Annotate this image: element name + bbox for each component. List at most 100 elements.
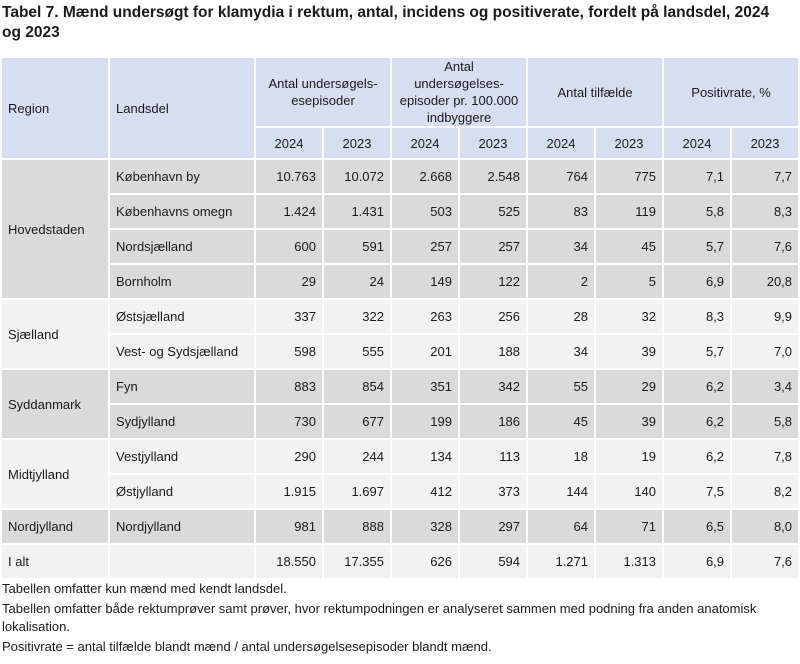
value-cell: 525 [460,195,527,228]
value-cell: 256 [460,300,527,333]
value-cell: 337 [256,300,322,333]
total-value-cell: 1.271 [528,545,595,578]
value-cell: 6,2 [664,405,731,438]
value-cell: 775 [596,160,663,193]
total-value-cell: 7,6 [732,545,799,578]
landsdel-cell: Sydjylland [110,405,254,438]
value-cell: 3,4 [732,370,799,403]
table-row: Sjælland Østsjælland 337 322 263 256 28 32 8,3 9,… [2,300,799,368]
header-year: 2024 [392,128,458,158]
value-cell: 55 [528,370,595,403]
total-value-cell: 626 [392,545,458,578]
landsdel-cell: Vest- og Sydsjælland [110,335,254,368]
value-cell: 290 [256,440,322,473]
total-value-cell: 6,9 [664,545,731,578]
header-year: 2023 [732,128,799,158]
value-cell: 555 [324,335,390,368]
header-group: Antal undersøgelses-episoder pr. 100.000… [392,58,527,126]
value-cell: 7,8 [732,440,799,473]
total-label: I alt [2,545,108,578]
header-year: 2023 [324,128,390,158]
total-value-cell: 17.355 [324,545,390,578]
value-cell: 113 [460,440,527,473]
value-cell: 29 [256,265,322,298]
value-cell: 600 [256,230,322,263]
value-cell: 5,8 [732,405,799,438]
value-cell: 1.431 [324,195,390,228]
value-cell: 981 [256,510,322,543]
value-cell: 5,7 [664,335,731,368]
table-row: Københavns omegn 1.424 1.431 503 525 83 119 5,8… [2,195,799,228]
note-1: Tabellen omfatter kun mænd med kendt lan… [2,581,287,596]
value-cell: 5 [596,265,663,298]
value-cell: 10.763 [256,160,322,193]
value-cell: 257 [460,230,527,263]
value-cell: 149 [392,265,458,298]
note-2: Tabellen omfatter både rektumprøver samt… [2,601,757,634]
value-cell: 64 [528,510,595,543]
total-value-cell: 18.550 [256,545,322,578]
table-row: Østjylland 1.915 1.697 412 373 144 140 7,5 8,2 [2,475,799,508]
value-cell: 412 [392,475,458,508]
value-cell: 45 [596,230,663,263]
value-cell: 328 [392,510,458,543]
header-group: Antal tilfælde [528,58,663,126]
region-cell: Nordjylland [2,510,108,543]
value-cell: 186 [460,405,527,438]
value-cell: 7,5 [664,475,731,508]
value-cell: 6,5 [664,510,731,543]
table-row: Vest- og Sydsjælland 598 555 201 188 34 39 5,7 7… [2,335,799,368]
value-cell: 1.424 [256,195,322,228]
value-cell: 34 [528,335,595,368]
value-cell: 140 [596,475,663,508]
landsdel-cell: Vestjylland [110,440,254,473]
header-group: Antal undersøgels-esepisoder [256,58,390,126]
value-cell: 19 [596,440,663,473]
table-row: Hovedstaden København by 10.763 10.072 2.668… [2,160,799,298]
value-cell: 119 [596,195,663,228]
value-cell: 39 [596,405,663,438]
value-cell: 144 [528,475,595,508]
value-cell: 134 [392,440,458,473]
value-cell: 7,0 [732,335,799,368]
value-cell: 764 [528,160,595,193]
region-cell: Sjælland [2,300,108,368]
value-cell: 18 [528,440,595,473]
value-cell: 29 [596,370,663,403]
value-cell: 45 [528,405,595,438]
value-cell: 373 [460,475,527,508]
header-group: Positivrate, % [664,58,799,126]
value-cell: 730 [256,405,322,438]
value-cell: 854 [324,370,390,403]
header-year: 2024 [256,128,322,158]
value-cell: 297 [460,510,527,543]
landsdel-cell: København by [110,160,254,193]
landsdel-cell: Bornholm [110,265,254,298]
value-cell: 7,6 [732,230,799,263]
header-landsdel: Landsdel [110,58,254,158]
total-value-cell: 594 [460,545,527,578]
total-empty-cell [110,545,254,578]
region-cell: Syddanmark [2,370,108,438]
table-title: Tabel 7. Mænd undersøgt for klamydia i r… [2,4,770,41]
header-year: 2023 [460,128,527,158]
landsdel-cell: Nordsjælland [110,230,254,263]
value-cell: 351 [392,370,458,403]
table-row: Nordsjælland 600 591 257 257 34 45 5,7 7,6 [2,230,799,263]
value-cell: 199 [392,405,458,438]
value-cell: 8,3 [664,300,731,333]
value-cell: 122 [460,265,527,298]
value-cell: 263 [392,300,458,333]
value-cell: 10.072 [324,160,390,193]
value-cell: 32 [596,300,663,333]
landsdel-cell: Københavns omegn [110,195,254,228]
region-cell: Midtjylland [2,440,108,508]
value-cell: 83 [528,195,595,228]
value-cell: 591 [324,230,390,263]
value-cell: 257 [392,230,458,263]
landsdel-cell: Østjylland [110,475,254,508]
total-row: I alt 18.550 17.355 626 594 1.271 1.313 6,9 7,6 [2,545,799,578]
value-cell: 9,9 [732,300,799,333]
value-cell: 2 [528,265,595,298]
value-cell: 322 [324,300,390,333]
